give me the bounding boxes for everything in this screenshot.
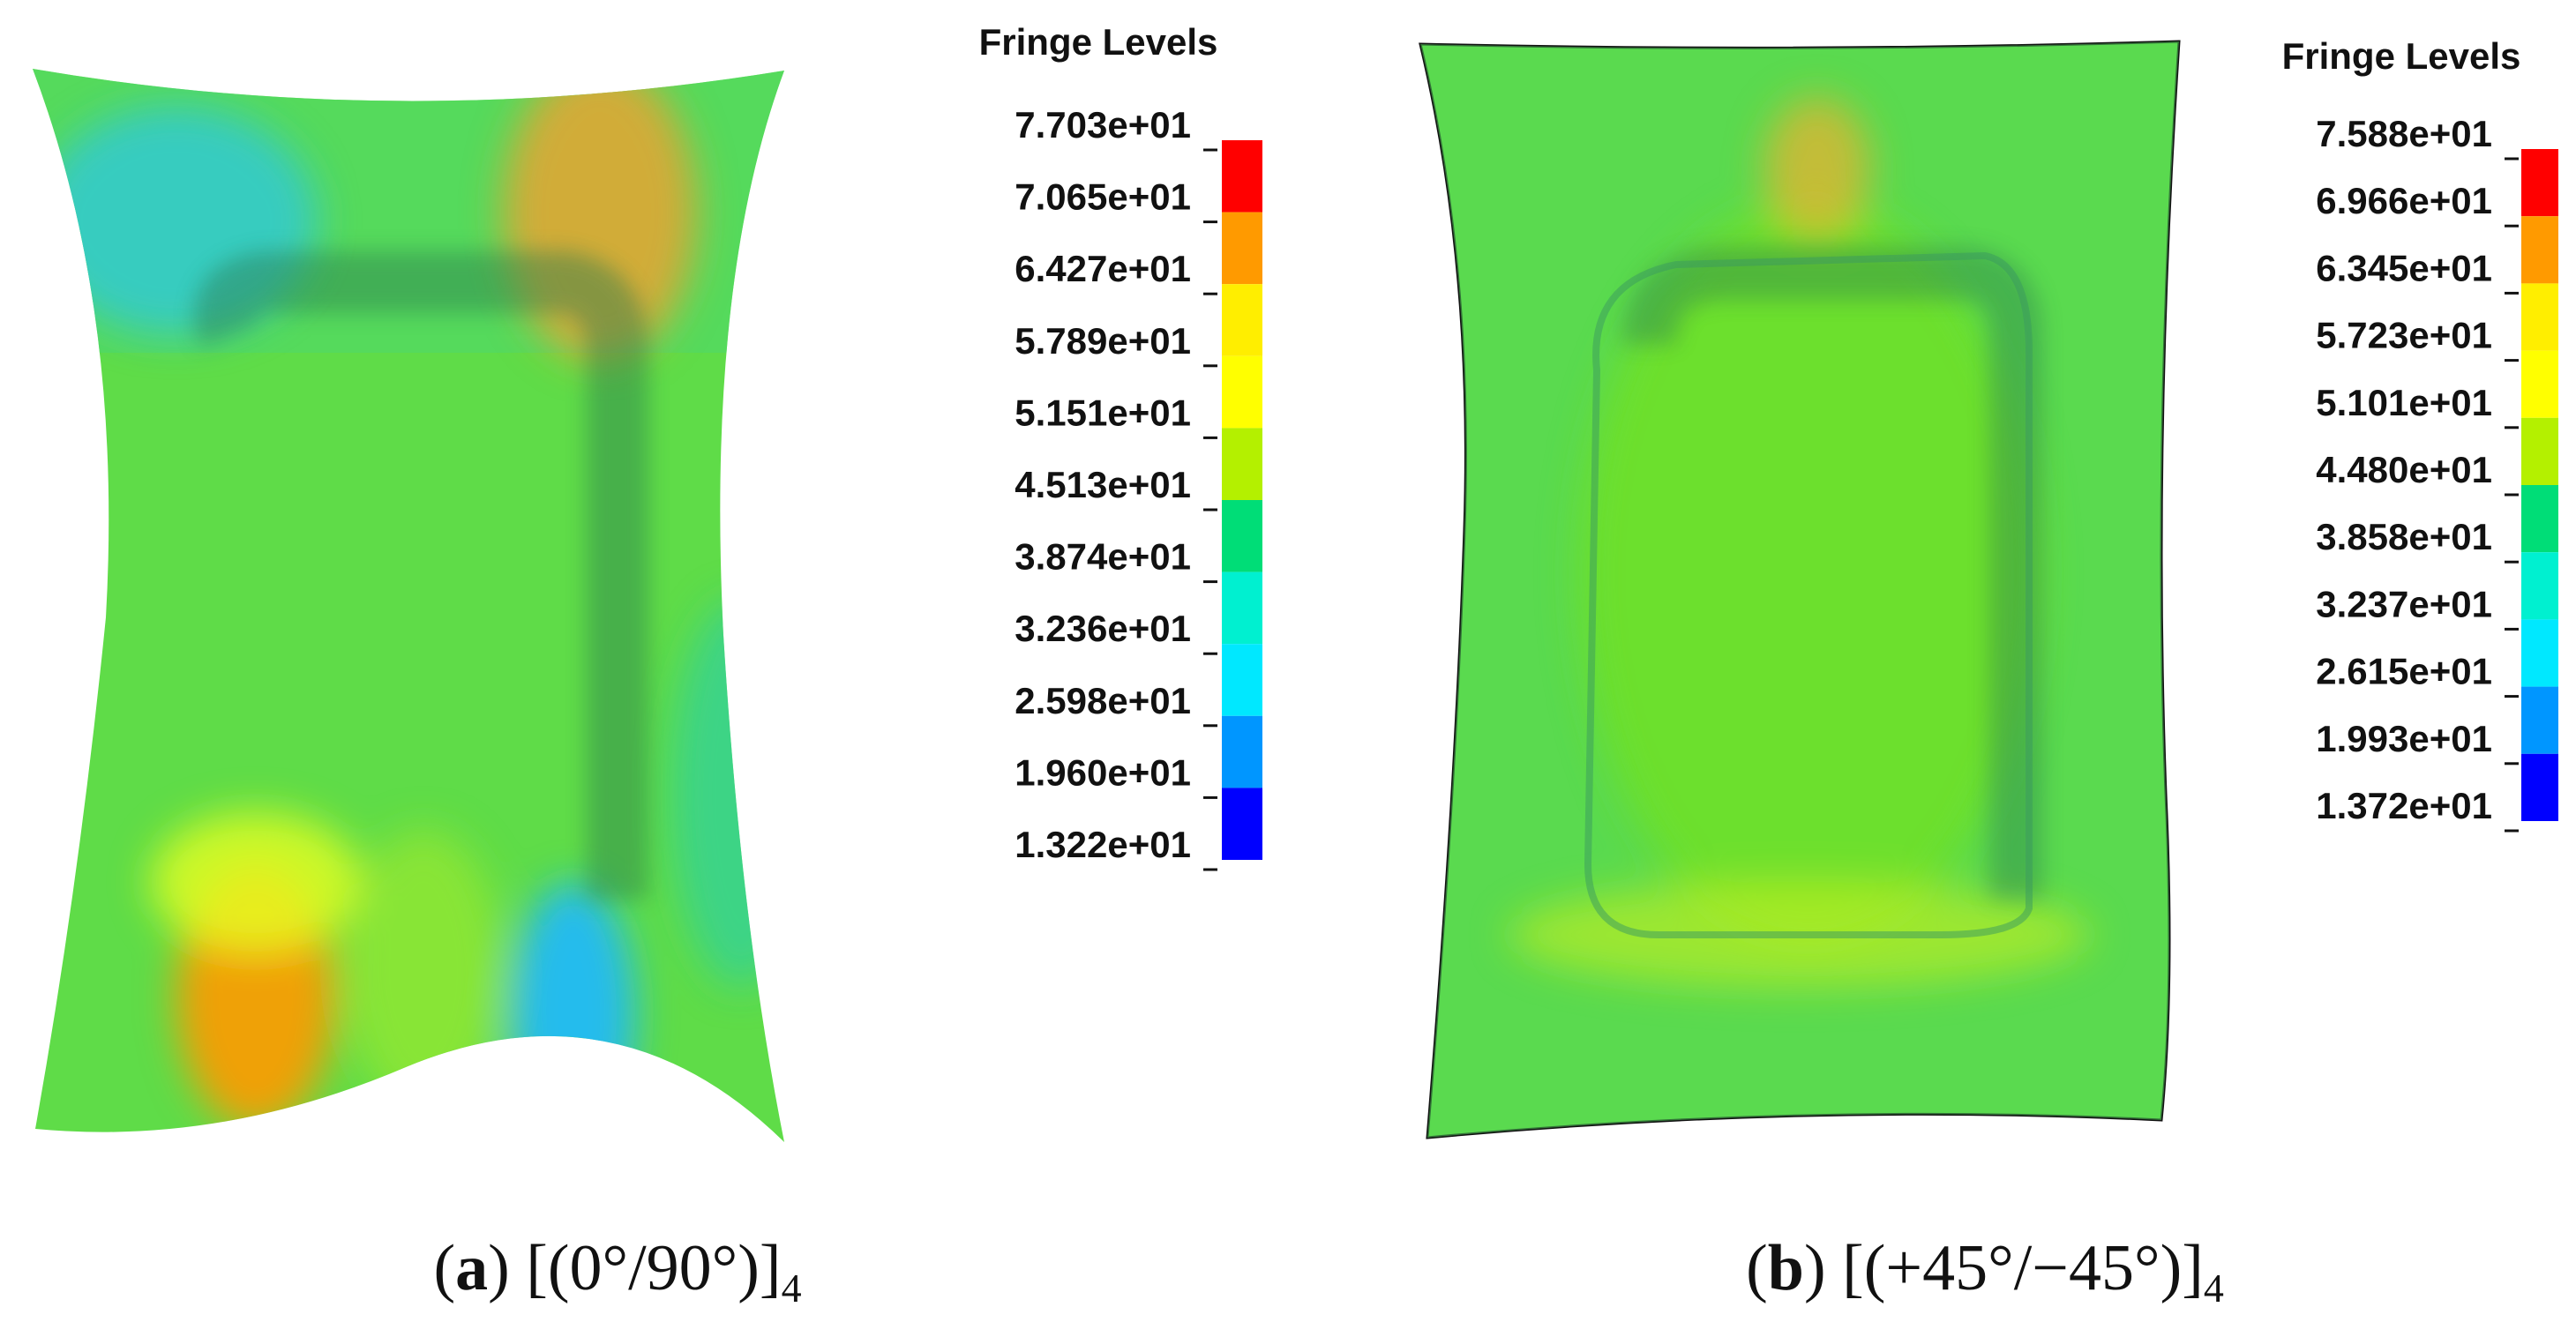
color-band	[1222, 788, 1262, 860]
level-label: 1.960e+01	[1015, 751, 1191, 793]
color-band	[1222, 644, 1262, 716]
level-label: 2.615e+01	[2316, 651, 2492, 692]
level-label: 3.236e+01	[1015, 608, 1191, 649]
color-band	[1222, 355, 1262, 429]
level-label: 4.513e+01	[1015, 464, 1191, 505]
color-band	[1222, 284, 1262, 356]
level-label: 6.345e+01	[2316, 247, 2492, 288]
level-label: 6.427e+01	[1015, 248, 1191, 289]
caption-subscript: 4	[2204, 1266, 2224, 1311]
color-band	[1222, 212, 1262, 285]
color-band	[2521, 619, 2558, 687]
level-label: 7.703e+01	[1015, 104, 1191, 146]
color-band	[1222, 140, 1262, 213]
color-band	[2521, 686, 2558, 754]
level-label: 5.151e+01	[1015, 392, 1191, 433]
caption: (a) [(0°/90°)]4	[433, 1232, 801, 1311]
level-label: 3.858e+01	[2316, 516, 2492, 557]
level-label: 1.372e+01	[2316, 785, 2492, 826]
legend-title: Fringe Levels	[979, 21, 1218, 63]
legend-title: Fringe Levels	[2282, 35, 2521, 77]
level-label: 4.480e+01	[2316, 449, 2492, 490]
caption-text: ) [(0°/90°)]	[488, 1232, 781, 1304]
level-label: 2.598e+01	[1015, 680, 1191, 721]
contour-plot-b	[1419, 40, 2181, 1139]
level-label: 1.993e+01	[2316, 718, 2492, 759]
caption-subscript: 4	[782, 1266, 802, 1311]
color-band	[2521, 552, 2558, 620]
color-band	[2521, 485, 2558, 553]
color-band	[2521, 216, 2558, 284]
color-band	[1222, 428, 1262, 500]
level-label: 6.966e+01	[2316, 180, 2492, 221]
color-band	[1222, 571, 1262, 645]
level-label: 5.101e+01	[2316, 382, 2492, 423]
color-band	[2521, 149, 2558, 217]
fringe-legend: Fringe Levels 7.588e+01 6.966e+01 6.345e+01…	[2282, 35, 2558, 833]
color-band	[2521, 417, 2558, 485]
level-label: 5.789e+01	[1015, 320, 1191, 362]
level-label: 1.322e+01	[1015, 824, 1191, 865]
color-band	[2521, 283, 2558, 351]
level-label: 7.588e+01	[2316, 113, 2492, 154]
contour-plot-a	[33, 69, 784, 1142]
level-label: 7.065e+01	[1015, 176, 1191, 218]
level-label: 3.237e+01	[2316, 583, 2492, 624]
color-band	[1222, 715, 1262, 788]
level-label: 5.723e+01	[2316, 315, 2492, 356]
color-band	[2521, 753, 2558, 821]
caption-open: (	[433, 1232, 455, 1304]
level-label: 3.874e+01	[1015, 536, 1191, 578]
caption-open: (	[1746, 1232, 1768, 1304]
fringe-legend: Fringe Levels 7.703e+01 7.065e+01 6.427e+01…	[979, 21, 1262, 871]
color-band	[2521, 350, 2558, 418]
caption: (b) [(+45°/−45°)]4	[1746, 1232, 2224, 1311]
caption-label: b	[1768, 1232, 1804, 1304]
caption-label: a	[455, 1232, 488, 1304]
color-band	[1222, 500, 1262, 572]
caption-text: ) [(+45°/−45°)]	[1804, 1232, 2204, 1304]
